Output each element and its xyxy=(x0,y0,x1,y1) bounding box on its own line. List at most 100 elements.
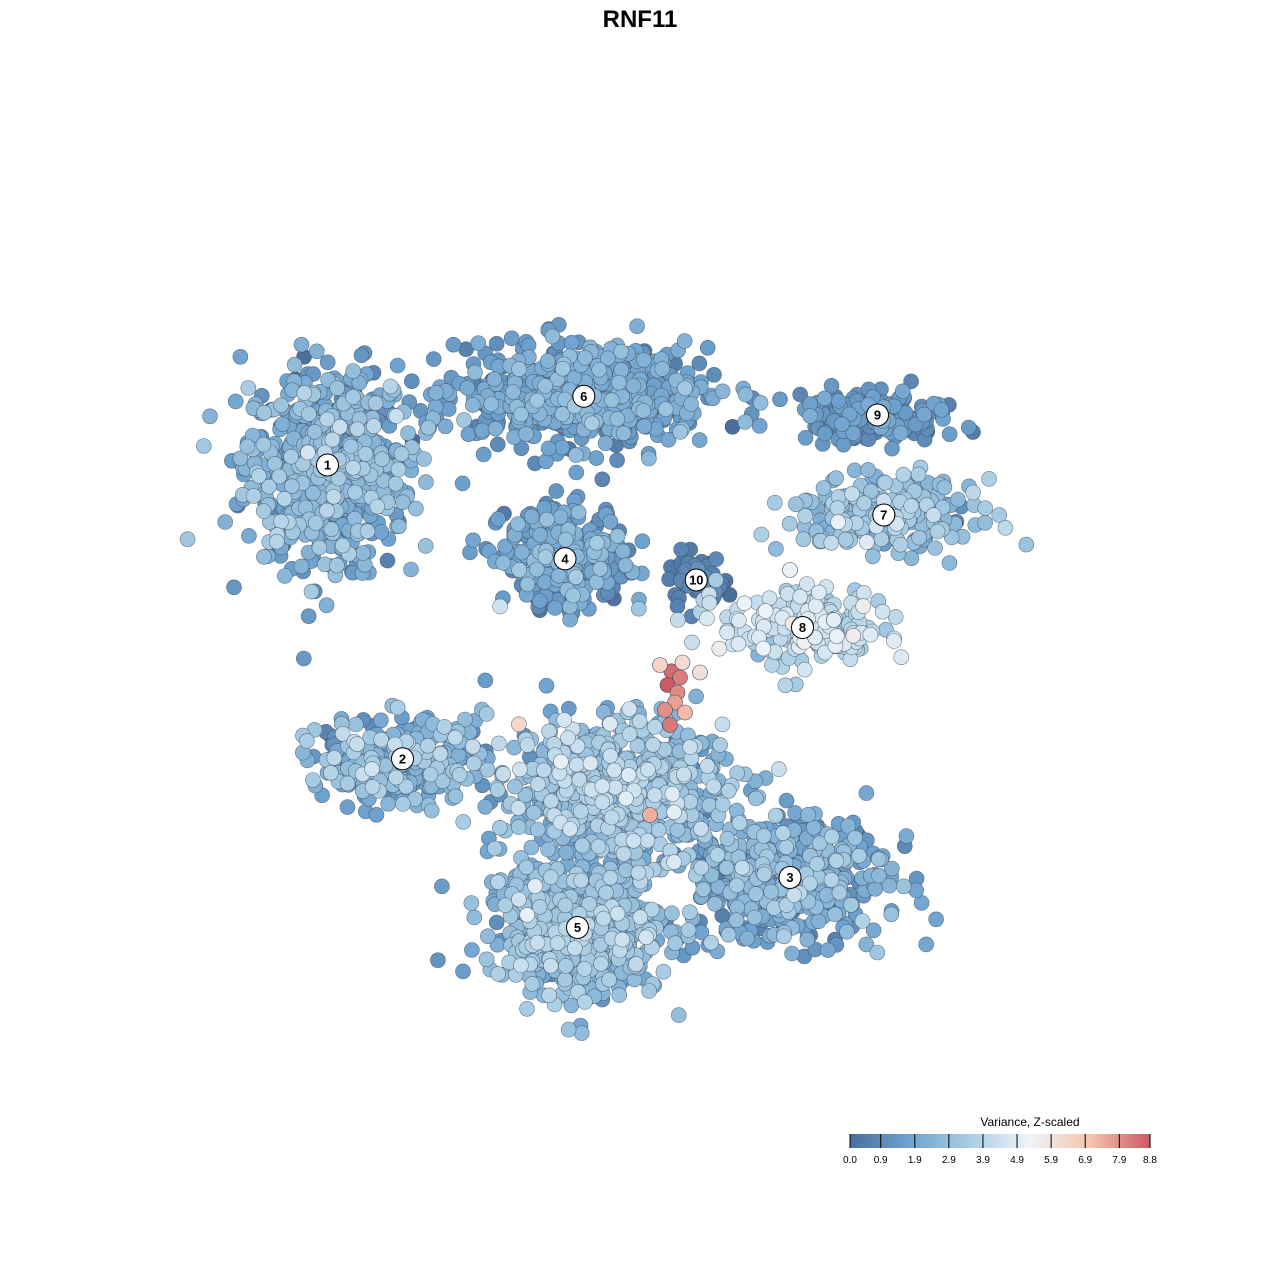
cell-point xyxy=(537,549,554,565)
cell-point xyxy=(820,942,836,958)
cell-point xyxy=(709,847,726,863)
cell-point xyxy=(573,872,589,889)
cell-point xyxy=(557,897,574,914)
cell-point xyxy=(613,343,629,360)
cell-point xyxy=(784,945,800,962)
cell-point xyxy=(699,610,715,627)
cell-point xyxy=(614,931,631,948)
cell-point xyxy=(300,444,316,461)
legend-tick-label: 3.9 xyxy=(976,1155,990,1166)
cell-point xyxy=(655,963,672,980)
cell-point xyxy=(933,402,950,418)
cell-point-high xyxy=(652,657,668,673)
cell-point xyxy=(445,336,462,353)
cell-point xyxy=(592,560,609,577)
cell-point xyxy=(232,348,249,365)
cell-point xyxy=(403,373,420,390)
cell-point xyxy=(802,408,818,424)
cell-point xyxy=(557,531,574,548)
cell-point xyxy=(588,450,605,466)
cell-point xyxy=(621,701,638,717)
cell-point xyxy=(918,936,935,953)
cell-point xyxy=(463,895,480,911)
cell-point xyxy=(796,661,813,678)
cluster-label-text: 3 xyxy=(786,870,793,885)
cell-point xyxy=(245,488,262,504)
cell-point xyxy=(855,598,872,614)
cell-point xyxy=(620,767,637,783)
cell-point xyxy=(829,500,846,516)
cell-point xyxy=(609,452,625,469)
cell-point xyxy=(373,712,389,729)
cell-point xyxy=(799,931,816,948)
cell-point xyxy=(296,385,313,401)
cell-point xyxy=(602,748,619,764)
cell-point xyxy=(323,521,340,538)
cell-point xyxy=(276,568,293,584)
cell-point xyxy=(365,418,382,434)
cell-point xyxy=(718,859,735,876)
cell-point xyxy=(927,540,943,556)
cell-point xyxy=(347,484,363,501)
cell-point xyxy=(513,406,529,423)
cell-point xyxy=(845,425,862,442)
cell-point xyxy=(464,942,480,958)
cell-point xyxy=(847,830,863,846)
cell-point xyxy=(703,934,719,951)
cell-point xyxy=(628,956,644,972)
cell-point xyxy=(597,435,614,452)
cell-point xyxy=(470,335,487,352)
cell-point xyxy=(329,557,345,574)
cell-point xyxy=(775,825,791,841)
cell-point xyxy=(680,922,697,938)
cell-point xyxy=(479,761,496,778)
legend-tick-label: 2.9 xyxy=(942,1155,956,1166)
cell-point xyxy=(319,354,336,371)
cell-point xyxy=(858,785,875,801)
cell-point xyxy=(797,508,814,524)
cell-point xyxy=(719,830,736,847)
cell-point xyxy=(380,795,397,812)
cell-point xyxy=(737,386,754,403)
cell-point-high xyxy=(692,664,708,681)
cell-point xyxy=(323,764,339,781)
cell-point xyxy=(308,343,325,360)
cell-point xyxy=(349,736,365,753)
cell-point xyxy=(239,438,256,455)
cell-point xyxy=(911,529,927,546)
cell-point xyxy=(746,909,763,926)
cell-point xyxy=(807,598,824,614)
cell-point xyxy=(834,416,850,433)
cell-point xyxy=(883,906,900,923)
cell-point xyxy=(492,598,508,615)
cell-point xyxy=(403,561,419,578)
cell-point xyxy=(684,634,700,651)
cell-point xyxy=(518,426,534,442)
cell-point xyxy=(928,911,944,928)
cell-point xyxy=(630,600,647,617)
cell-point xyxy=(747,790,764,807)
cell-point xyxy=(764,657,780,673)
cell-point xyxy=(492,819,508,836)
cell-point xyxy=(478,951,495,968)
cell-point xyxy=(542,869,559,885)
cell-point xyxy=(731,612,747,629)
cell-point xyxy=(795,531,812,548)
cell-point xyxy=(630,864,647,881)
cell-point xyxy=(830,514,846,530)
cell-point xyxy=(977,500,994,517)
cell-point xyxy=(705,778,722,795)
cell-point xyxy=(981,471,997,487)
cell-point xyxy=(865,922,882,939)
cell-point xyxy=(374,451,390,468)
cell-point xyxy=(823,377,840,394)
cell-point xyxy=(611,374,627,391)
cell-point xyxy=(756,866,773,883)
cell-point-high xyxy=(642,807,658,823)
cluster-label-1: 1 xyxy=(316,453,339,477)
cell-point xyxy=(895,466,912,483)
cell-point xyxy=(638,929,654,946)
cell-point xyxy=(513,957,529,974)
cell-point xyxy=(532,527,548,543)
cell-point xyxy=(488,914,505,931)
